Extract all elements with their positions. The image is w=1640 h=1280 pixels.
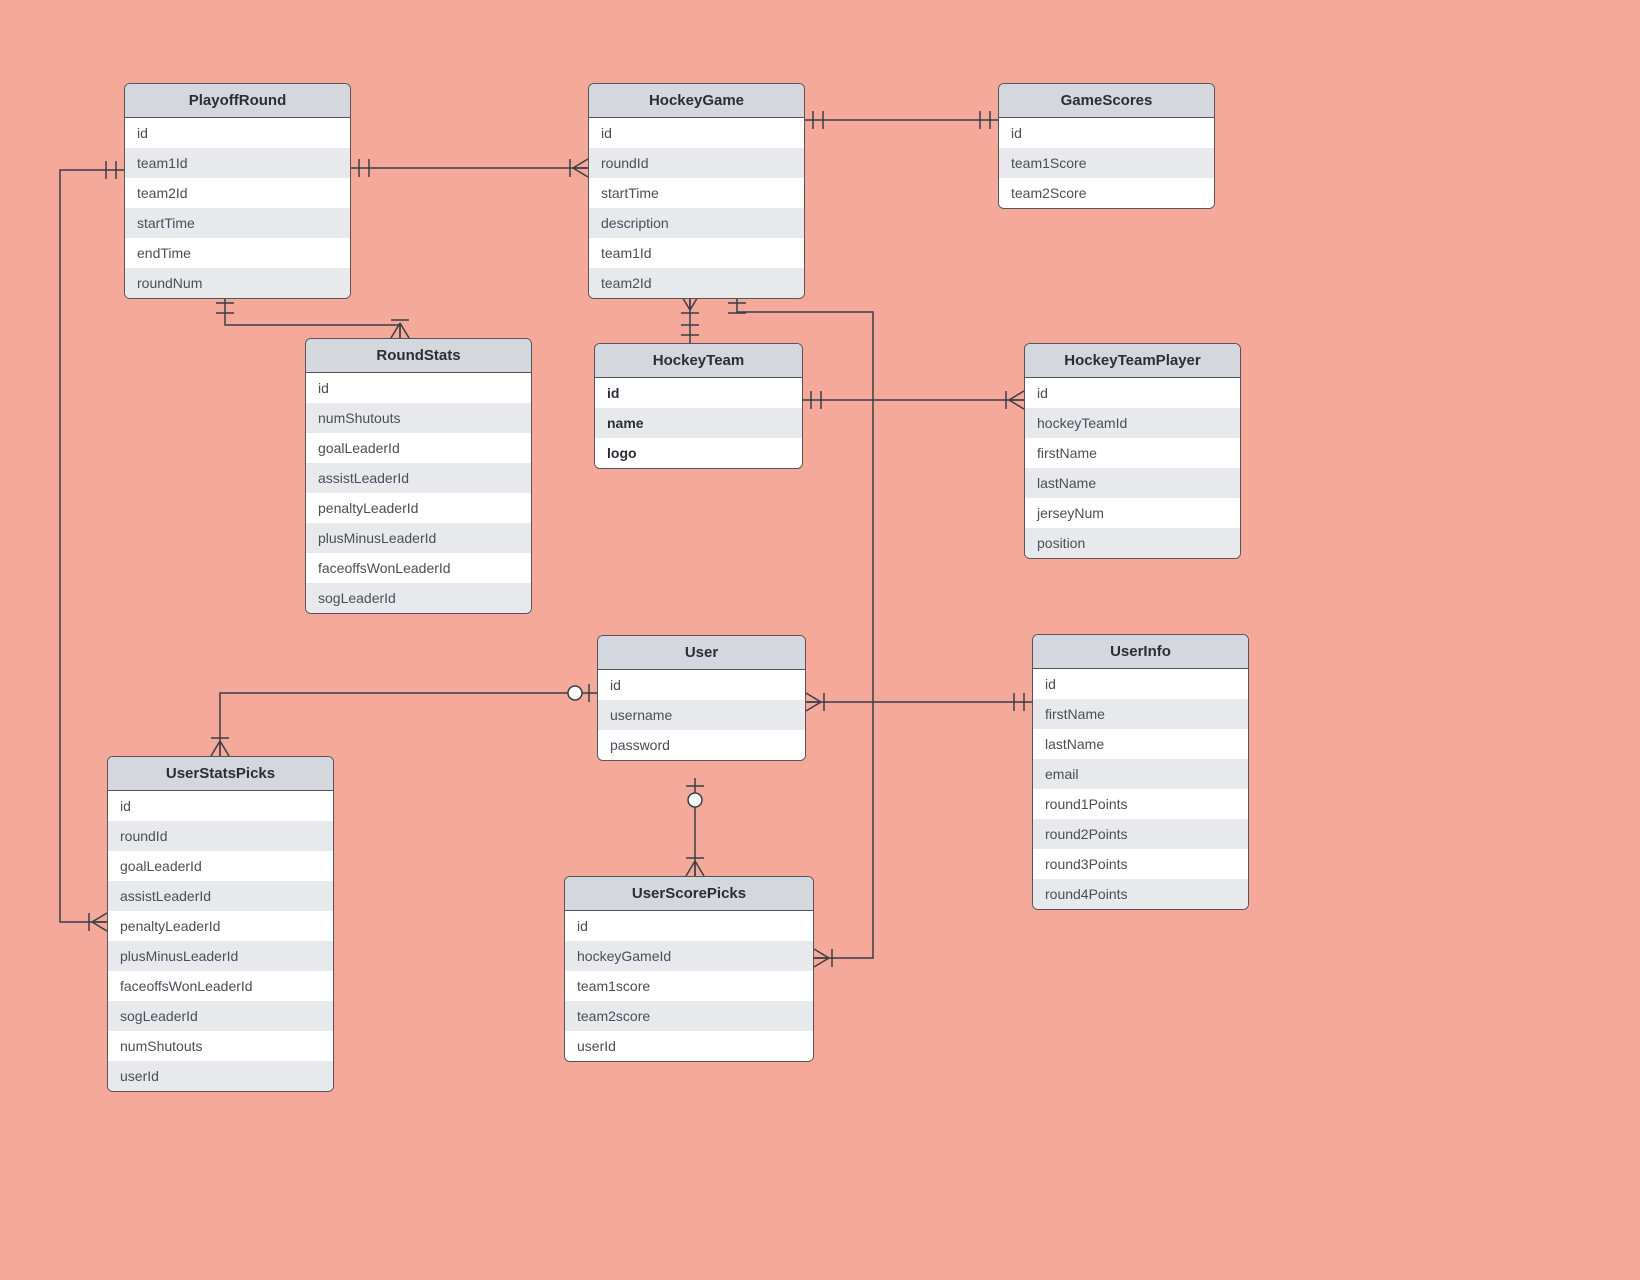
entity-field: round1Points <box>1033 789 1248 819</box>
edge <box>220 693 597 756</box>
entity-hockeyTeam: HockeyTeamidnamelogo <box>594 343 803 469</box>
entity-title: User <box>598 636 805 670</box>
entity-field: hockeyTeamId <box>1025 408 1240 438</box>
entity-field: email <box>1033 759 1248 789</box>
entity-field: round2Points <box>1033 819 1248 849</box>
entity-field: firstName <box>1033 699 1248 729</box>
entity-field: assistLeaderId <box>306 463 531 493</box>
entity-field: id <box>1025 378 1240 408</box>
entity-field: sogLeaderId <box>306 583 531 613</box>
entity-field: roundId <box>108 821 333 851</box>
entity-field: firstName <box>1025 438 1240 468</box>
entity-field: id <box>1033 669 1248 699</box>
entity-field: jerseyNum <box>1025 498 1240 528</box>
entity-field: team1Score <box>999 148 1214 178</box>
entity-field: team1Id <box>125 148 350 178</box>
entity-field: goalLeaderId <box>306 433 531 463</box>
entity-field: name <box>595 408 802 438</box>
entity-field: id <box>125 118 350 148</box>
entity-field: numShutouts <box>108 1031 333 1061</box>
entity-field: round3Points <box>1033 849 1248 879</box>
entity-field: faceoffsWonLeaderId <box>306 553 531 583</box>
entity-field: endTime <box>125 238 350 268</box>
entity-field: username <box>598 700 805 730</box>
entity-field: id <box>108 791 333 821</box>
entity-field: penaltyLeaderId <box>306 493 531 523</box>
entity-userStatsPicks: UserStatsPicksidroundIdgoalLeaderIdassis… <box>107 756 334 1092</box>
entity-playoffRound: PlayoffRoundidteam1Idteam2IdstartTimeend… <box>124 83 351 299</box>
edge <box>225 295 400 338</box>
entity-title: UserInfo <box>1033 635 1248 669</box>
entity-field: roundId <box>589 148 804 178</box>
entity-field: team2Id <box>125 178 350 208</box>
entity-field: goalLeaderId <box>108 851 333 881</box>
entity-hockeyTeamPlayer: HockeyTeamPlayeridhockeyTeamIdfirstNamel… <box>1024 343 1241 559</box>
entity-field: team2score <box>565 1001 813 1031</box>
entity-field: team1Id <box>589 238 804 268</box>
entity-field: password <box>598 730 805 760</box>
entity-field: sogLeaderId <box>108 1001 333 1031</box>
entity-title: UserStatsPicks <box>108 757 333 791</box>
entity-field: team2Score <box>999 178 1214 208</box>
entity-field: team2Id <box>589 268 804 298</box>
entity-field: faceoffsWonLeaderId <box>108 971 333 1001</box>
entity-roundStats: RoundStatsidnumShutoutsgoalLeaderIdassis… <box>305 338 532 614</box>
entity-field: userId <box>565 1031 813 1061</box>
entity-title: UserScorePicks <box>565 877 813 911</box>
entity-field: description <box>589 208 804 238</box>
entity-field: id <box>565 911 813 941</box>
entity-field: lastName <box>1033 729 1248 759</box>
entity-field: startTime <box>125 208 350 238</box>
entity-title: HockeyTeamPlayer <box>1025 344 1240 378</box>
entity-field: penaltyLeaderId <box>108 911 333 941</box>
entity-gameScores: GameScoresidteam1Scoreteam2Score <box>998 83 1215 209</box>
entity-title: GameScores <box>999 84 1214 118</box>
entity-title: HockeyGame <box>589 84 804 118</box>
entity-userScorePicks: UserScorePicksidhockeyGameIdteam1scorete… <box>564 876 814 1062</box>
entity-field: plusMinusLeaderId <box>108 941 333 971</box>
entity-field: round4Points <box>1033 879 1248 909</box>
entity-field: team1score <box>565 971 813 1001</box>
entity-field: id <box>595 378 802 408</box>
entity-title: RoundStats <box>306 339 531 373</box>
entity-title: PlayoffRound <box>125 84 350 118</box>
entity-field: id <box>999 118 1214 148</box>
entity-field: logo <box>595 438 802 468</box>
entity-userInfo: UserInfoidfirstNamelastNameemailround1Po… <box>1032 634 1249 910</box>
entity-field: lastName <box>1025 468 1240 498</box>
entity-field: userId <box>108 1061 333 1091</box>
entity-field: assistLeaderId <box>108 881 333 911</box>
entity-field: id <box>589 118 804 148</box>
entity-field: startTime <box>589 178 804 208</box>
entity-field: numShutouts <box>306 403 531 433</box>
entity-field: plusMinusLeaderId <box>306 523 531 553</box>
entity-title: HockeyTeam <box>595 344 802 378</box>
entity-field: hockeyGameId <box>565 941 813 971</box>
entity-field: id <box>598 670 805 700</box>
entity-field: position <box>1025 528 1240 558</box>
entity-hockeyGame: HockeyGameidroundIdstartTimedescriptiont… <box>588 83 805 299</box>
entity-user: Useridusernamepassword <box>597 635 806 761</box>
entity-field: roundNum <box>125 268 350 298</box>
entity-field: id <box>306 373 531 403</box>
